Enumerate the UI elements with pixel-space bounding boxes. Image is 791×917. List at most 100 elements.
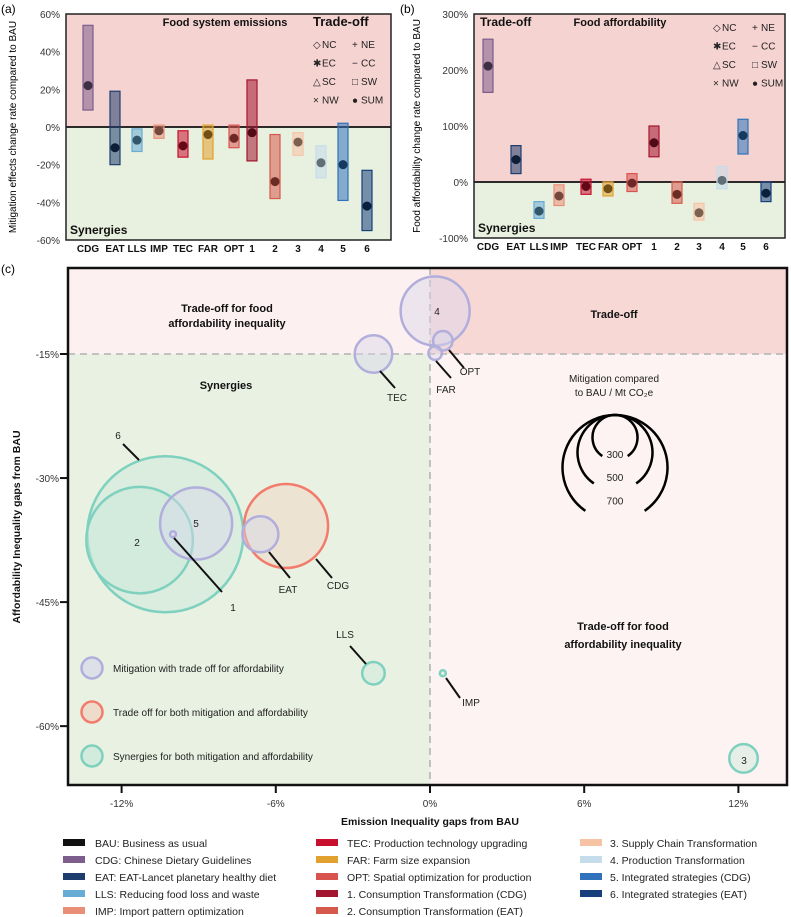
- legend-item-LLS: LLS: Reducing food loss and waste: [95, 889, 260, 901]
- legend-swatch-2: [316, 907, 338, 914]
- y-tick-label: -60%: [36, 722, 59, 733]
- legend-swatch-3: [580, 839, 602, 846]
- region-marker-icon: +: [752, 23, 758, 34]
- y-tick-label: -100%: [439, 234, 468, 245]
- y-axis-label: Affordability Inequality gaps from BAU: [11, 430, 23, 623]
- category-label: IMP: [150, 244, 168, 255]
- region-marker-icon: ×: [713, 79, 719, 90]
- group-legend-swatch: [80, 744, 104, 768]
- y-axis-label: Food affordability change rate compared …: [412, 19, 423, 233]
- quadrant-label: Trade-off for food: [577, 621, 669, 633]
- legend-swatch-TEC: [316, 839, 338, 846]
- sum-point-shade-OPT: [627, 178, 637, 188]
- x-tick-label: 0%: [423, 799, 438, 810]
- bubble-label-3: 3: [741, 756, 747, 767]
- region-legend-label: NC: [722, 23, 736, 34]
- trade-off-label: Trade-off: [480, 15, 532, 29]
- size-legend-value: 500: [607, 473, 624, 484]
- chart-title: Food affordability: [574, 17, 668, 29]
- leader-line-EAT: [268, 551, 291, 579]
- legend-swatch-LLS: [63, 890, 85, 897]
- region-legend-label: NW: [722, 79, 739, 90]
- size-legend-value: 300: [607, 450, 624, 461]
- legend-swatch-FAR: [316, 856, 338, 863]
- x-tick-label: -12%: [110, 799, 133, 810]
- region-legend-label: SUM: [761, 79, 783, 90]
- bubble-label-CDG: CDG: [327, 581, 349, 592]
- group-legend-swatch: [80, 656, 104, 680]
- sum-point-shade-5: [738, 131, 748, 141]
- region-legend-label: CC: [361, 59, 375, 70]
- bubble-label-IMP: IMP: [462, 698, 480, 709]
- category-label: FAR: [198, 244, 219, 255]
- region-marker-icon: ✱: [713, 42, 721, 53]
- region-marker-icon: ◇: [313, 40, 321, 51]
- region-legend-label: SC: [322, 77, 336, 88]
- region-marker-icon: +: [352, 40, 358, 51]
- bubble-LLS: [360, 660, 386, 686]
- panel-label-a: (a): [1, 2, 16, 16]
- quadrant-bottom-left: [68, 354, 430, 785]
- chart-title: Food system emissions: [163, 17, 288, 29]
- category-label: EAT: [105, 244, 124, 255]
- category-label: TEC: [576, 242, 596, 253]
- legend-item-BAU: BAU: Business as usual: [95, 838, 207, 850]
- category-label: 3: [696, 242, 702, 253]
- category-label: LLS: [128, 244, 147, 255]
- panel-b-chart: 300% 200% 100% 0% -100% Food affordability ch…: [412, 10, 786, 253]
- quadrant-bottom-right: [430, 354, 787, 785]
- region-legend-label: SUM: [361, 96, 383, 107]
- category-label: 6: [364, 244, 370, 255]
- y-tick-label: 300%: [442, 10, 468, 21]
- sum-point-shade-TEC: [178, 141, 188, 151]
- category-label: 5: [340, 244, 346, 255]
- panel-c-chart: Trade-off for food affordability inequali…: [11, 266, 789, 828]
- range-box-1: [246, 79, 258, 162]
- size-legend-title: to BAU / Mt CO₂e: [575, 388, 654, 399]
- region-legend-label: SC: [722, 60, 736, 71]
- sum-point-shade-LLS: [132, 135, 142, 145]
- synergies-label: Synergies: [70, 223, 128, 237]
- bubble-TEC: [353, 334, 394, 374]
- region-marker-icon: □: [752, 60, 758, 71]
- category-label: 1: [249, 244, 255, 255]
- range-box-FAR: [202, 124, 214, 160]
- region-legend-label: NW: [322, 96, 339, 107]
- y-tick-label: 0%: [46, 123, 61, 134]
- size-legend-title: Mitigation compared: [569, 374, 659, 385]
- region-legend-label: NE: [361, 40, 375, 51]
- sum-point-shade-OPT: [229, 133, 239, 143]
- x-tick-label: 6%: [577, 799, 592, 810]
- legend-swatch-CDG: [63, 856, 85, 863]
- bubble-label-2: 2: [134, 538, 140, 549]
- region-marker-icon: −: [352, 59, 358, 70]
- sum-point-shade-2: [672, 189, 682, 199]
- strategy-legend: BAU: Business as usual CDG: Chinese Dieta…: [63, 838, 757, 917]
- category-label: 4: [719, 242, 725, 253]
- sum-point-shade-EAT: [110, 143, 120, 153]
- legend-item-TEC: TEC: Production technology upgrading: [347, 838, 528, 850]
- category-label: 2: [674, 242, 680, 253]
- quadrant-label: affordability inequality: [564, 639, 682, 651]
- bubble-label-6: 6: [115, 431, 121, 442]
- sum-point-shade-LLS: [534, 206, 544, 216]
- leader-line-OPT: [448, 349, 465, 369]
- x-tick-label: 12%: [728, 799, 748, 810]
- legend-item-4: 4. Production Transformation: [610, 855, 745, 867]
- quadrant-label: affordability inequality: [168, 318, 286, 330]
- region-legend-label: NE: [761, 23, 775, 34]
- size-legend-arc: [561, 413, 669, 512]
- panel-label-c: (c): [1, 262, 15, 276]
- category-label: 3: [295, 244, 301, 255]
- bubble-label-1: 1: [230, 603, 236, 614]
- bubble-label-EAT: EAT: [279, 585, 298, 596]
- group-legend-label: Synergies for both mitigation and afford…: [113, 752, 313, 763]
- category-label: 2: [272, 244, 278, 255]
- y-tick-label: 100%: [442, 122, 468, 133]
- sum-point-shade-IMP: [154, 126, 164, 136]
- leader-line-IMP: [445, 677, 461, 699]
- sum-point-shade-5: [338, 160, 348, 170]
- range-box-CDG: [82, 24, 94, 111]
- category-label: 1: [651, 242, 657, 253]
